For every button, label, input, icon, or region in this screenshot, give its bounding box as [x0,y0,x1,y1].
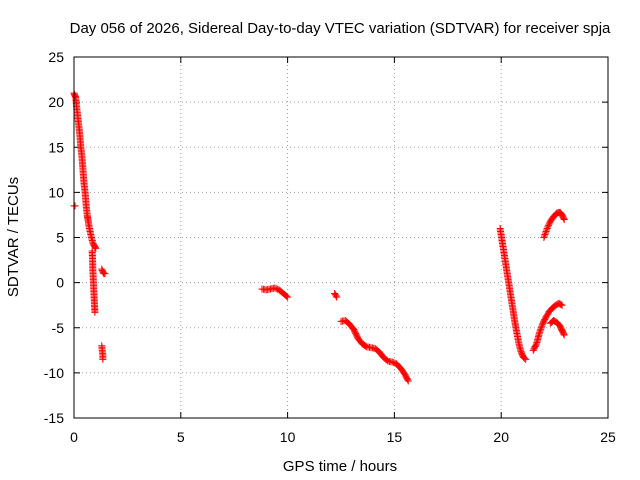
data-point [537,325,545,333]
data-point [540,232,548,240]
chart-title: Day 056 of 2026, Sidereal Day-to-day VTE… [70,20,611,37]
data-point [536,327,544,335]
data-point [332,292,340,300]
x-tick-label: 20 [493,429,509,445]
data-point [538,322,546,330]
data-point [99,355,107,363]
y-tick-label: 10 [48,184,64,200]
x-tick-label: 10 [280,429,296,445]
data-point [543,224,551,232]
data-point [544,222,552,230]
data-point [71,202,79,210]
data-point [404,376,412,384]
data-point [91,243,99,251]
data-point [91,243,99,251]
data-point [284,293,292,301]
y-tick-label: -10 [44,365,64,381]
data-point [560,330,568,338]
data-point [541,230,549,238]
data-point [99,269,107,277]
y-tick-label: 20 [48,94,64,110]
y-tick-label: -15 [44,410,64,426]
data-point [283,292,291,300]
y-axis-label: SDTVAR / TECUs [5,177,22,297]
data-point [560,331,568,339]
data-point [544,223,552,231]
y-tick-label: 25 [48,49,64,65]
data-point [536,328,544,336]
grid-lines [74,57,608,418]
x-tick-label: 25 [600,429,616,445]
y-tick-label: 0 [56,275,64,291]
y-tick-label: 5 [56,230,64,246]
data-point [101,270,109,278]
data-point [543,226,551,234]
data-point [521,354,529,362]
y-tick-label: 15 [48,139,64,155]
data-points [70,89,568,385]
data-point [558,301,566,309]
y-tick-label: -5 [52,320,65,336]
data-point [272,285,280,293]
data-point [92,244,100,252]
x-tick-label: 15 [387,429,403,445]
data-point [388,358,396,366]
x-tick-label: 0 [70,429,78,445]
axis-ticks: 0 5 10 15 20 25 -15 -10 -5 0 5 10 15 20 25 [44,49,616,445]
plot-frame [73,56,609,419]
data-point [545,220,553,228]
data-point [560,215,568,223]
data-point [557,301,565,309]
data-point [271,284,279,292]
data-point [542,227,550,235]
data-point [404,377,412,385]
data-point [560,214,568,222]
data-point [537,324,545,332]
data-point [91,308,99,316]
data-point [333,293,341,301]
data-point [542,229,550,237]
data-point [540,234,548,241]
data-point [390,359,398,367]
x-axis-label: GPS time / hours [283,458,397,475]
data-point [522,355,530,363]
x-tick-label: 5 [177,429,185,445]
